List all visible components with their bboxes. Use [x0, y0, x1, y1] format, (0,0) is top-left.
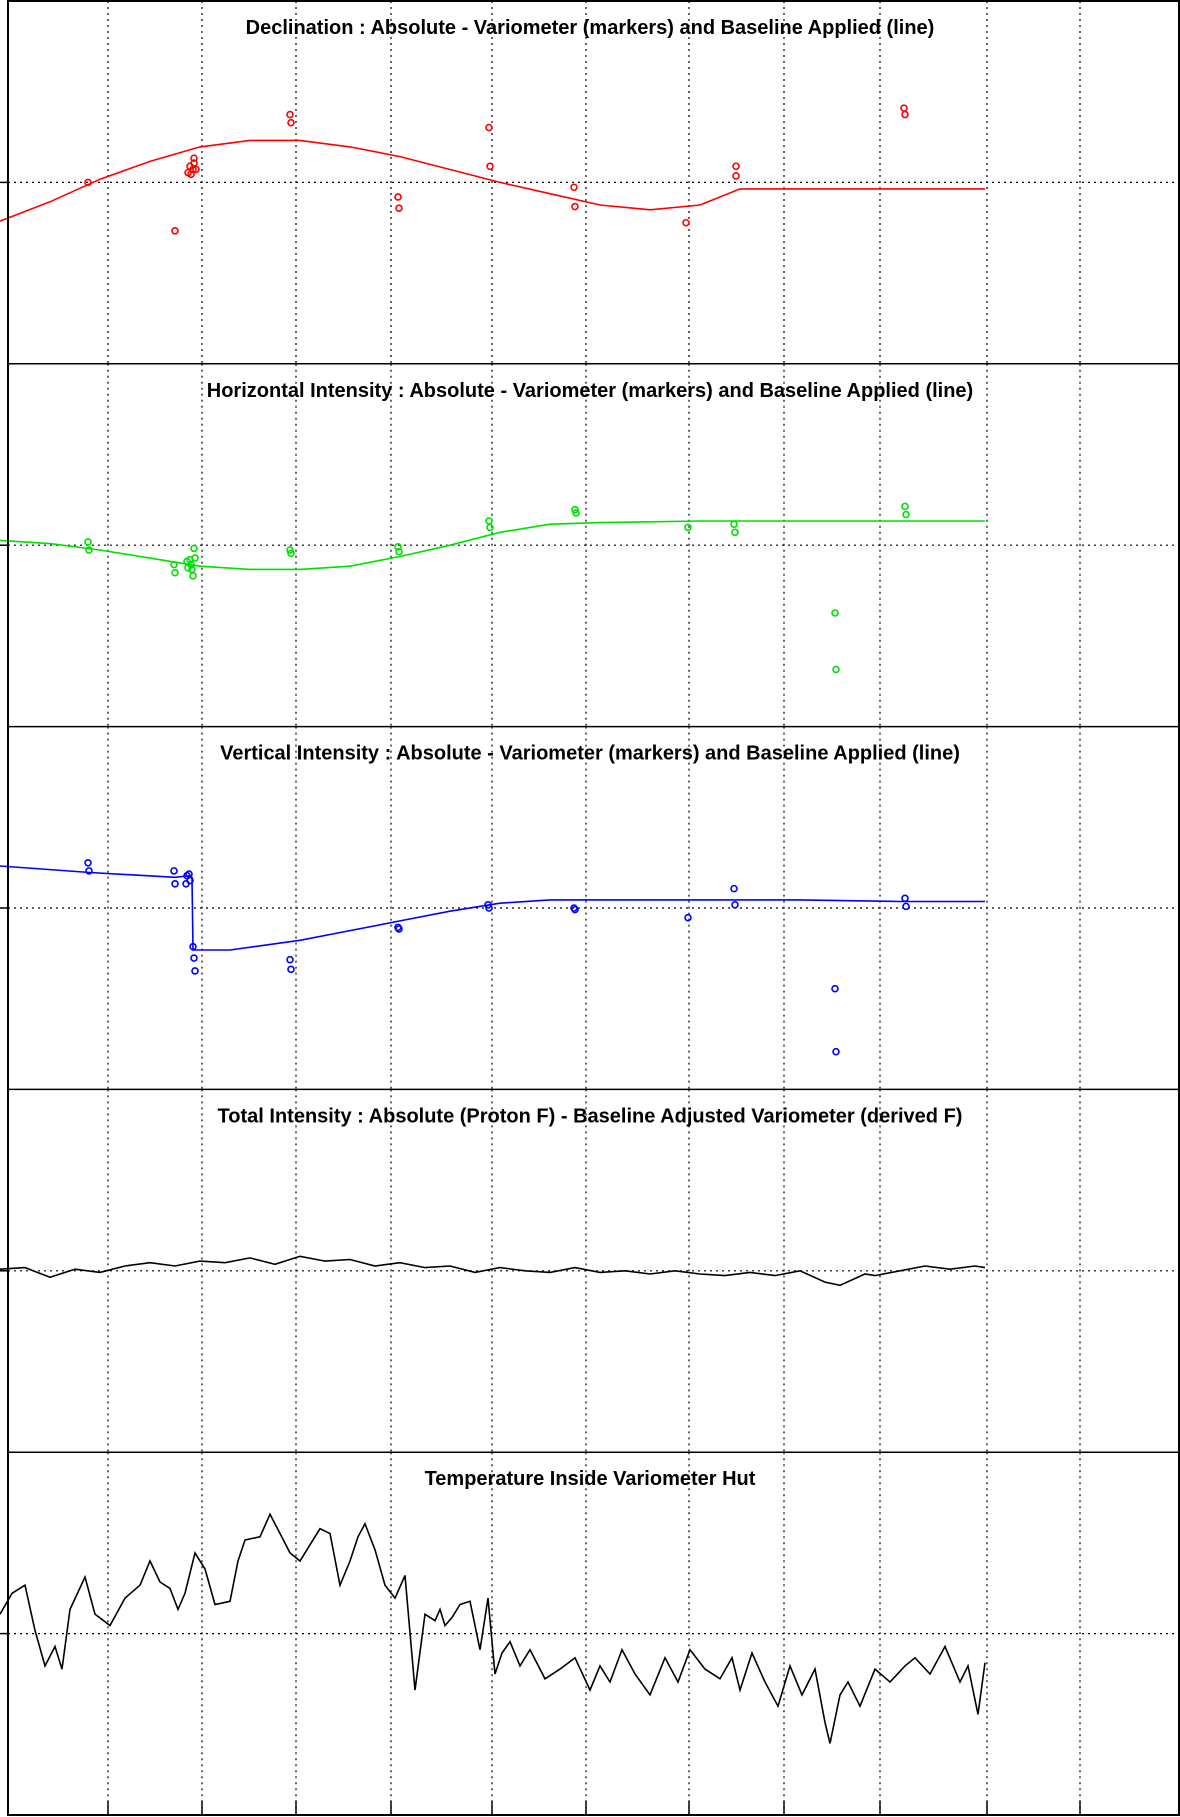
declination-marker — [486, 162, 494, 171]
total-intensity-title: Total Intensity : Absolute (Proton F) - … — [218, 1105, 963, 1127]
total-intensity-series-line — [0, 1255, 986, 1287]
horizontal-intensity-marker — [394, 543, 402, 551]
vertical-intensity-marker — [287, 965, 295, 974]
vertical-intensity-marker — [191, 967, 199, 975]
declination-series-line — [0, 139, 985, 222]
vertical-intensity-marker — [832, 1047, 840, 1056]
horizontal-intensity-panel: Horizontal Intensity : Absolute - Variom… — [0, 363, 1179, 728]
declination-marker — [192, 165, 200, 174]
declination-marker — [171, 227, 179, 235]
horizontal-intensity-marker — [85, 546, 93, 554]
vertical-intensity-series-line — [0, 865, 985, 951]
horizontal-intensity-marker — [395, 547, 403, 556]
vertical-intensity-marker — [85, 867, 93, 875]
vertical-intensity-marker — [171, 879, 179, 888]
vertical-intensity-marker — [571, 905, 579, 914]
horizontal-intensity-marker — [287, 549, 295, 558]
temperature-title: Temperature Inside Variometer Hut — [425, 1468, 756, 1490]
horizontal-intensity-marker — [84, 538, 92, 546]
horizontal-intensity-marker — [191, 554, 199, 562]
vertical-intensity-marker — [831, 984, 839, 993]
vertical-intensity-marker — [186, 876, 194, 885]
declination-marker — [394, 193, 402, 201]
declination-marker — [190, 159, 198, 167]
vertical-intensity-panel: Vertical Intensity : Absolute - Variomet… — [0, 726, 1179, 1091]
horizontal-intensity-marker — [902, 510, 910, 519]
declination-marker — [395, 204, 403, 213]
declination-title: Declination : Absolute - Variometer (mar… — [246, 17, 935, 39]
total-intensity-panel: Total Intensity : Absolute (Proton F) - … — [0, 1089, 1179, 1453]
declination-marker — [287, 118, 295, 127]
declination-marker — [190, 154, 198, 162]
vertical-intensity-marker — [286, 955, 294, 964]
temperature-panel: Temperature Inside Variometer Hut — [0, 1452, 1179, 1815]
vertical-intensity-marker — [170, 867, 178, 875]
declination-marker — [570, 183, 578, 192]
temperature-series-line — [0, 1512, 986, 1744]
vertical-intensity-marker — [190, 954, 198, 962]
plot-frame — [7, 0, 1180, 1816]
declination-marker — [682, 218, 690, 227]
horizontal-intensity-marker — [190, 544, 198, 553]
vertical-intensity-marker — [84, 859, 92, 867]
declination-marker — [732, 172, 740, 180]
horizontal-intensity-marker — [901, 502, 909, 511]
horizontal-intensity-marker — [572, 509, 580, 517]
declination-marker — [571, 202, 579, 211]
horizontal-intensity-marker — [171, 568, 179, 577]
vertical-intensity-marker — [395, 925, 403, 933]
horizontal-intensity-marker — [731, 528, 739, 537]
declination-marker — [286, 110, 294, 119]
horizontal-intensity-title: Horizontal Intensity : Absolute - Variom… — [207, 380, 973, 402]
declination-marker — [732, 162, 740, 171]
declination-marker — [485, 123, 493, 132]
horizontal-intensity-marker — [831, 609, 839, 617]
declination-marker — [901, 110, 909, 119]
declination-panel: Declination : Absolute - Variometer (mar… — [0, 1, 1179, 365]
horizontal-intensity-marker — [832, 665, 840, 674]
vertical-intensity-marker — [684, 913, 692, 922]
horizontal-intensity-marker — [486, 523, 494, 532]
horizontal-intensity-series-line — [0, 520, 985, 571]
vertical-intensity-marker — [731, 900, 739, 909]
vertical-intensity-title: Vertical Intensity : Absolute - Variomet… — [220, 743, 960, 765]
vertical-intensity-marker — [902, 902, 910, 911]
vertical-intensity-marker — [730, 884, 738, 893]
horizontal-intensity-marker — [684, 523, 692, 532]
horizontal-intensity-marker — [189, 572, 197, 580]
